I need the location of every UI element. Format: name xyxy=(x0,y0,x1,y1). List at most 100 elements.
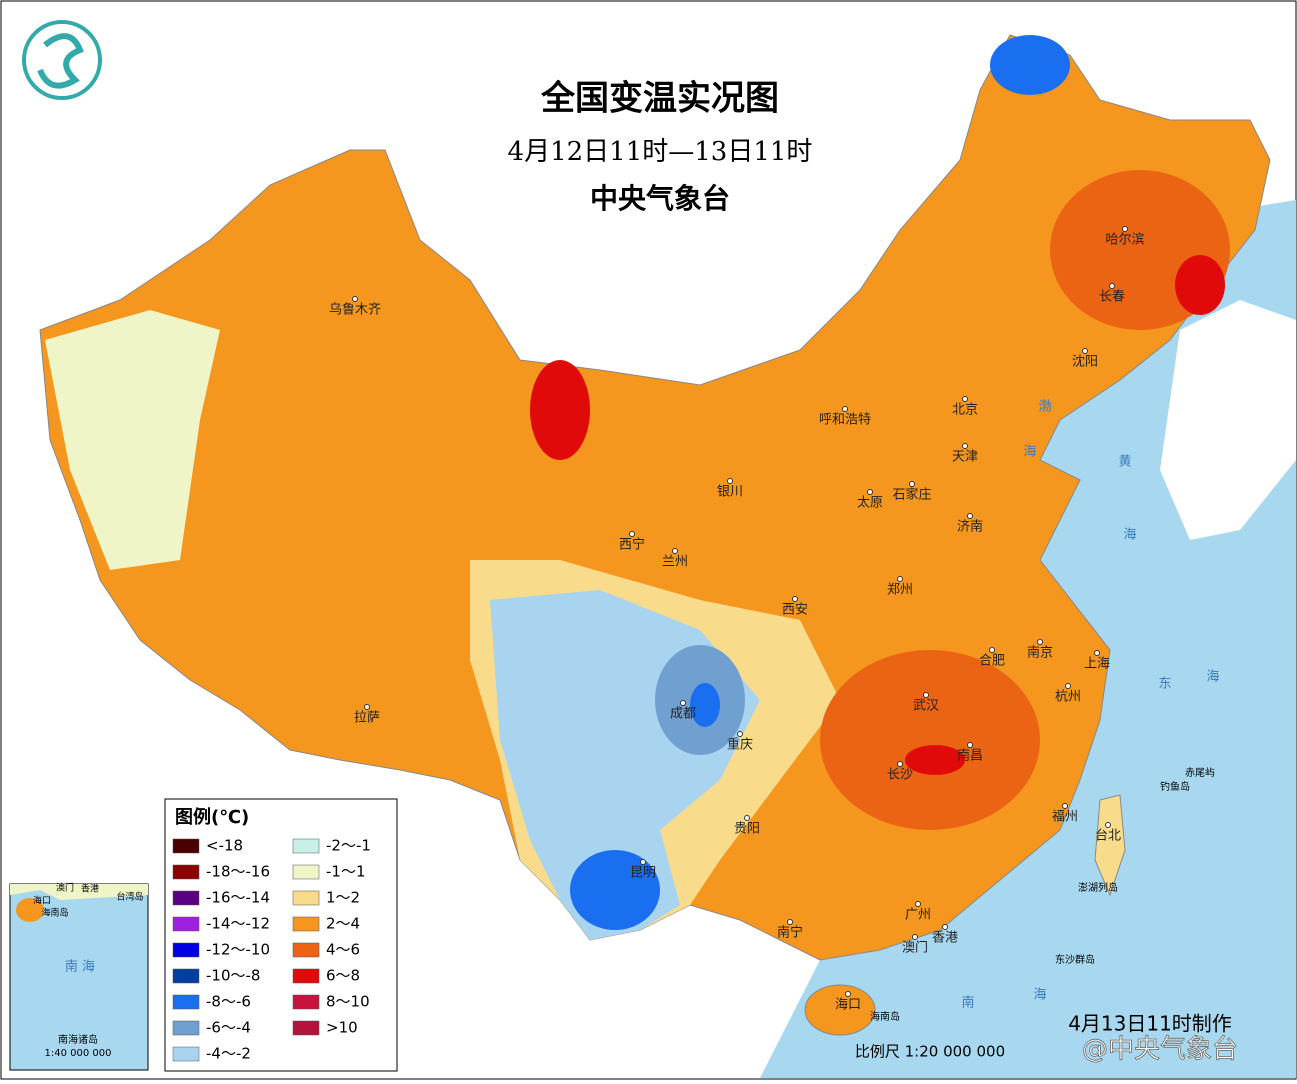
city-label: 福州 xyxy=(1052,810,1078,825)
inset-scale: 1:40 000 000 xyxy=(45,1048,112,1059)
city-dot xyxy=(962,443,968,449)
zone-warm xyxy=(820,650,1040,830)
legend-swatch xyxy=(292,1020,320,1036)
city-label: 昆明 xyxy=(630,866,656,881)
legend-title: 图例(℃) xyxy=(175,806,249,828)
legend-swatch xyxy=(172,916,200,932)
city-label: 北京 xyxy=(952,403,978,418)
sea-label: 东 xyxy=(1158,677,1171,692)
logo-mark xyxy=(37,33,84,89)
city-dot xyxy=(640,859,646,865)
city-label: 武汉 xyxy=(913,699,939,714)
city-dot xyxy=(867,489,873,495)
zone-coldest xyxy=(990,35,1070,95)
inset-sea: 南 海 xyxy=(65,959,95,975)
city-label: 杭州 xyxy=(1055,690,1081,705)
island-label: 海南岛 xyxy=(870,1010,900,1023)
legend-swatch xyxy=(172,838,200,854)
inset-label: 香港 xyxy=(81,883,99,895)
city-label: 西宁 xyxy=(619,537,645,553)
watermark: @中央气象台 xyxy=(1082,1035,1238,1065)
city-dot xyxy=(744,815,750,821)
legend-swatch xyxy=(172,864,200,880)
hainan xyxy=(804,984,876,1036)
city-label: 广州 xyxy=(905,908,931,923)
taiwan xyxy=(1094,794,1126,897)
island-label: 东沙群岛 xyxy=(1055,953,1095,966)
legend-swatch xyxy=(292,864,320,880)
city-dot xyxy=(1105,822,1111,828)
city-label: 重庆 xyxy=(727,737,753,753)
city-dot xyxy=(1065,683,1071,689)
city-label: 南京 xyxy=(1027,645,1053,661)
legend-label: -4～-2 xyxy=(206,1045,251,1063)
sea-label: 南 xyxy=(961,995,974,1011)
city-dot xyxy=(1062,803,1068,809)
city-label: 乌鲁木齐 xyxy=(329,302,381,318)
city-dot xyxy=(842,406,848,412)
zone-cool-west xyxy=(45,310,220,570)
title: 全国变温实况图 xyxy=(540,79,779,119)
legend-swatch xyxy=(172,968,200,984)
city-dot xyxy=(792,596,798,602)
legend-label: -1～1 xyxy=(326,863,366,881)
legend-swatch xyxy=(172,1020,200,1036)
scale: 比例尺 1:20 000 000 xyxy=(855,1043,1005,1061)
city-label: 太原 xyxy=(857,496,883,511)
legend-swatch xyxy=(172,1046,200,1062)
city-label: 沈阳 xyxy=(1072,355,1098,370)
sea-label: 黄 xyxy=(1118,455,1131,470)
city-dot xyxy=(912,934,918,940)
legend-swatch xyxy=(172,942,200,958)
zone-hot xyxy=(1175,255,1225,315)
made-time: 4月13日11时制作 xyxy=(1068,1012,1232,1036)
city-dot xyxy=(1109,283,1115,289)
legend-label: -18～-16 xyxy=(206,863,270,881)
sea xyxy=(760,200,1296,1078)
zone-coldest xyxy=(690,683,720,727)
island-label: 钓鱼岛 xyxy=(1160,780,1190,793)
legend-swatch xyxy=(292,994,320,1010)
city-dot xyxy=(787,919,793,925)
legend-label: 2～4 xyxy=(326,915,360,933)
island-label: 赤尾屿 xyxy=(1185,767,1215,779)
legend-label: -6～-4 xyxy=(206,1019,251,1037)
city-label: 济南 xyxy=(957,519,983,535)
sea-label: 海 xyxy=(1033,988,1046,1003)
sea-label: 海 xyxy=(1123,528,1136,543)
zone-hot xyxy=(905,745,965,775)
legend-swatch xyxy=(292,942,320,958)
city-label: 西安 xyxy=(782,603,808,618)
city-dot xyxy=(737,731,743,737)
city-label: 南昌 xyxy=(957,748,983,764)
city-label: 澳门 xyxy=(902,940,928,956)
city-label: 台北 xyxy=(1095,829,1121,844)
sea-label: 海 xyxy=(1023,445,1036,460)
sea-label: 渤 xyxy=(1038,399,1051,415)
city-label: 银川 xyxy=(717,485,743,500)
legend-label: >10 xyxy=(326,1019,358,1037)
inset-label: 海南岛 xyxy=(41,907,68,919)
city-label: 呼和浩特 xyxy=(819,413,871,428)
city-dot xyxy=(909,481,915,487)
legend-swatch xyxy=(292,916,320,932)
legend-label: 6～8 xyxy=(326,967,360,985)
city-label: 海口 xyxy=(835,998,861,1013)
city-label: 哈尔滨 xyxy=(1105,232,1144,248)
city-label: 拉萨 xyxy=(354,711,380,726)
city-dot xyxy=(1122,226,1128,232)
legend-label: -10～-8 xyxy=(206,967,260,985)
city-dot xyxy=(845,991,851,997)
legend-label: 4～6 xyxy=(326,941,360,959)
legend-label: -14～-12 xyxy=(206,915,270,933)
city-dot xyxy=(989,647,995,653)
legend-label: <-18 xyxy=(206,837,243,855)
city-dot xyxy=(364,704,370,710)
city-dot xyxy=(1037,639,1043,645)
city-dot xyxy=(923,692,929,698)
legend-swatch xyxy=(172,994,200,1010)
inset-hainan xyxy=(16,898,44,922)
legend-label: -16～-14 xyxy=(206,889,270,907)
